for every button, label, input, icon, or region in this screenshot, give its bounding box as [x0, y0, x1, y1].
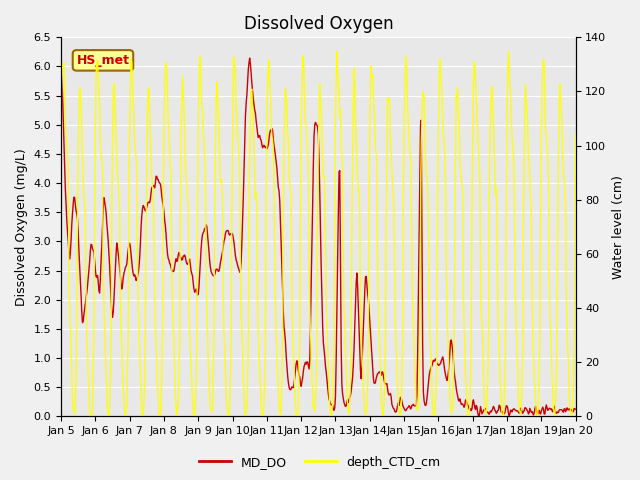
Y-axis label: Water level (cm): Water level (cm) — [612, 175, 625, 279]
Legend: MD_DO, depth_CTD_cm: MD_DO, depth_CTD_cm — [195, 451, 445, 474]
Y-axis label: Dissolved Oxygen (mg/L): Dissolved Oxygen (mg/L) — [15, 148, 28, 306]
Title: Dissolved Oxygen: Dissolved Oxygen — [243, 15, 393, 33]
Text: HS_met: HS_met — [76, 54, 129, 67]
